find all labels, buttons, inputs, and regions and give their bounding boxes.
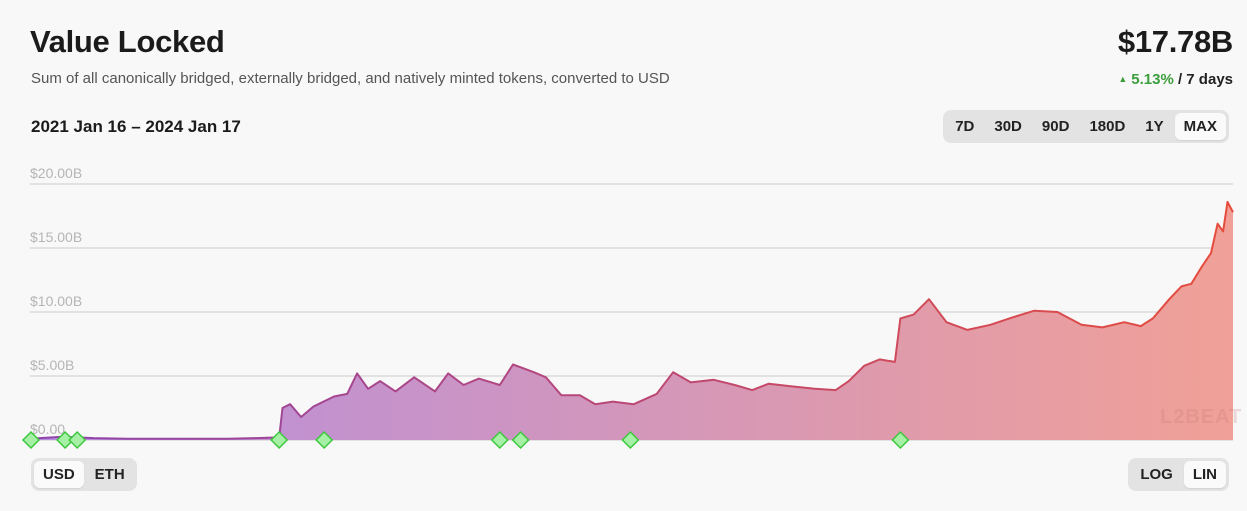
change-up: ▲ 5.13%: [1118, 71, 1173, 88]
value-area: [30, 201, 1233, 440]
milestone-diamond-icon[interactable]: [891, 430, 910, 450]
scale-toggle: LOG LIN: [1128, 458, 1229, 491]
timeframe-selector: 7D 30D 90D 180D 1Y MAX: [943, 110, 1229, 143]
timeframe-30d[interactable]: 30D: [994, 118, 1022, 135]
milestone-diamond-icon[interactable]: [270, 430, 289, 450]
timeframe-max[interactable]: MAX: [1174, 113, 1226, 140]
milestone-diamond-icon[interactable]: [621, 430, 640, 450]
scale-lin[interactable]: LIN: [1183, 461, 1226, 488]
milestone-diamond-icon[interactable]: [56, 430, 75, 450]
l2beat-watermark: L2BEAT: [1160, 406, 1243, 428]
timeframe-90d[interactable]: 90D: [1041, 118, 1070, 135]
currency-toggle: USD ETH: [31, 458, 137, 491]
milestone-diamond-icon[interactable]: [68, 430, 87, 450]
currency-eth[interactable]: ETH: [94, 466, 125, 483]
timeframe-180d[interactable]: 180D: [1089, 118, 1126, 135]
y-tick-label: $20.00B: [30, 165, 82, 181]
milestone-diamond-icon[interactable]: [490, 430, 509, 450]
value-locked-chart: $0.00 $5.00B $10.00B $15.00B $20.00B: [21, 165, 1234, 450]
currency-usd[interactable]: USD: [34, 461, 84, 488]
y-tick-label: $0.00: [30, 421, 65, 437]
milestone-diamond-icon[interactable]: [511, 430, 530, 450]
y-tick-label: $10.00B: [30, 293, 82, 309]
chart-title: Value Locked: [30, 24, 225, 59]
date-range: 2021 Jan 16 – 2024 Jan 17: [31, 117, 241, 136]
timeframe-7d[interactable]: 7D: [955, 118, 975, 135]
scale-log[interactable]: LOG: [1140, 466, 1173, 483]
weekly-change: ▲ 5.13% / 7 days: [1118, 71, 1233, 88]
milestone-diamond-icon[interactable]: [21, 430, 41, 450]
change-period: / 7 days: [1173, 71, 1233, 88]
timeframe-1y[interactable]: 1Y: [1145, 118, 1164, 135]
change-percent: 5.13%: [1131, 71, 1174, 88]
milestone-markers: [21, 430, 910, 450]
y-tick-label: $15.00B: [30, 229, 82, 245]
y-tick-label: $5.00B: [30, 357, 74, 373]
total-value: $17.78B: [1117, 24, 1233, 59]
triangle-up-icon: ▲: [1118, 74, 1128, 84]
milestone-diamond-icon[interactable]: [315, 430, 334, 450]
chart-subtitle: Sum of all canonically bridged, external…: [31, 70, 670, 87]
value-line: [29, 200, 1234, 440]
